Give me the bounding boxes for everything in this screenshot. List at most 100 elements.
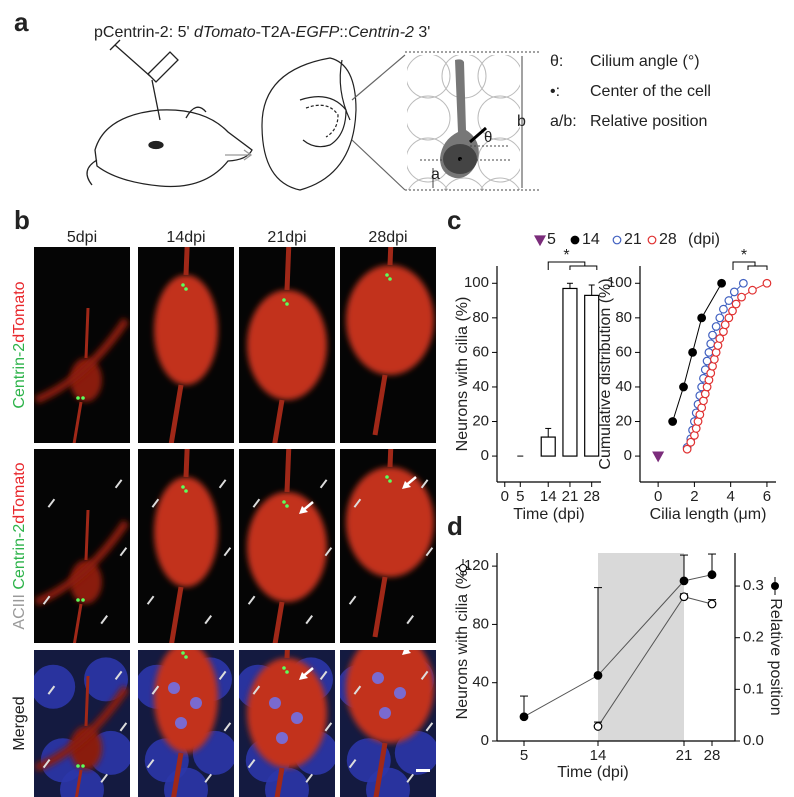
data-point <box>679 382 688 392</box>
data-point <box>715 313 725 323</box>
cilium <box>420 479 429 489</box>
arrow-head <box>299 506 308 514</box>
data-point <box>719 304 728 314</box>
cilium <box>406 773 414 783</box>
data-point <box>704 348 714 357</box>
y-tick-label: 0 <box>624 447 632 464</box>
cilium <box>204 615 212 625</box>
micrograph <box>340 449 436 643</box>
micrograph-content <box>138 247 234 443</box>
row-label: Merged <box>11 696 28 750</box>
axis-symbol <box>459 564 467 572</box>
cell-process <box>34 317 130 404</box>
brain-drawing <box>261 54 406 191</box>
construct-part: EGFP <box>296 24 340 41</box>
legend-label: 14 <box>582 231 600 248</box>
significance-mark: * <box>563 247 569 264</box>
cell-body <box>70 726 102 770</box>
cell-body <box>346 265 434 375</box>
diagram-label: a <box>431 166 440 183</box>
centrin-dot <box>76 598 80 602</box>
y-tick-label: 120 <box>464 557 489 574</box>
centrin-dot <box>388 645 392 649</box>
cell-process <box>168 247 190 443</box>
data-point <box>688 348 697 357</box>
cilium <box>204 773 212 783</box>
data-point <box>728 306 737 316</box>
y-tick-label: 0 <box>481 732 489 749</box>
row-label: ACIII Centrin-2dTomato <box>11 462 28 629</box>
cell-body <box>154 275 218 385</box>
legend-label: 5 <box>547 231 556 248</box>
legend-text: Center of the cell <box>590 83 711 100</box>
cell-body <box>247 290 327 400</box>
legend-label: 28 <box>659 231 677 248</box>
micrograph <box>34 247 130 443</box>
centrin-dot <box>81 764 85 768</box>
cilium <box>319 479 328 489</box>
nucleus <box>60 767 104 797</box>
bar <box>540 436 556 457</box>
data-point <box>519 712 529 722</box>
cell-process <box>272 247 292 443</box>
centrin-dot <box>184 287 188 291</box>
column-label: 28dpi <box>368 229 407 246</box>
y2-tick-label: 0.3 <box>743 577 764 594</box>
cilium <box>353 685 362 695</box>
arrow-head <box>299 672 308 680</box>
data-point <box>738 278 748 288</box>
centrin-dot <box>181 485 185 489</box>
y-tick-label: 80 <box>472 615 489 632</box>
centrin-dot <box>285 670 289 674</box>
micrograph-content <box>34 247 130 443</box>
nucleolus <box>269 697 281 709</box>
cilium <box>252 498 261 508</box>
nucleolus <box>175 717 187 729</box>
data-point <box>715 334 725 343</box>
cell-body <box>70 560 102 604</box>
cilium <box>247 595 256 605</box>
micrograph-content <box>340 247 436 443</box>
cilium <box>247 759 256 769</box>
data-point <box>668 417 678 426</box>
y-tick-label: 60 <box>615 343 632 360</box>
cilium <box>223 722 232 732</box>
cilium <box>218 670 227 680</box>
data-point <box>717 278 726 288</box>
x-tick-label: 21 <box>562 488 579 505</box>
data-point <box>679 576 689 586</box>
shaded-region <box>598 553 684 741</box>
data-point <box>708 330 717 340</box>
micrograph-bg <box>34 247 130 443</box>
data-point <box>679 592 689 602</box>
row-label: Centrin-2dTomato <box>11 281 28 408</box>
cell-body <box>346 467 434 577</box>
x-tick-label: 0 <box>654 488 662 505</box>
data-point <box>570 235 580 245</box>
cilium <box>223 547 232 557</box>
row-label-part: Centrin-2 <box>11 524 28 594</box>
row-label-part: dTomato <box>11 281 28 342</box>
micrograph-content <box>239 650 335 797</box>
nucleolus <box>379 707 391 719</box>
construct-part: :: <box>339 24 348 41</box>
row-label-part: dTomato <box>11 462 28 523</box>
data-point <box>652 451 665 463</box>
centrin-dot <box>184 489 188 493</box>
y-tick-label: 80 <box>615 309 632 326</box>
construct-part: Centrin-2 <box>348 24 414 41</box>
micrograph-content <box>340 645 436 797</box>
x-tick-label: 0 <box>501 488 509 505</box>
cell-process <box>74 675 90 797</box>
cilium <box>119 547 128 557</box>
nucleus <box>84 657 128 702</box>
data-point <box>731 299 741 309</box>
centrin-dot <box>388 277 392 281</box>
cilium <box>353 498 362 508</box>
legend-label: 21 <box>624 231 642 248</box>
centrin-dot <box>81 598 85 602</box>
cilium <box>146 759 155 769</box>
x-tick-label: 6 <box>763 488 771 505</box>
data-point <box>697 313 707 323</box>
